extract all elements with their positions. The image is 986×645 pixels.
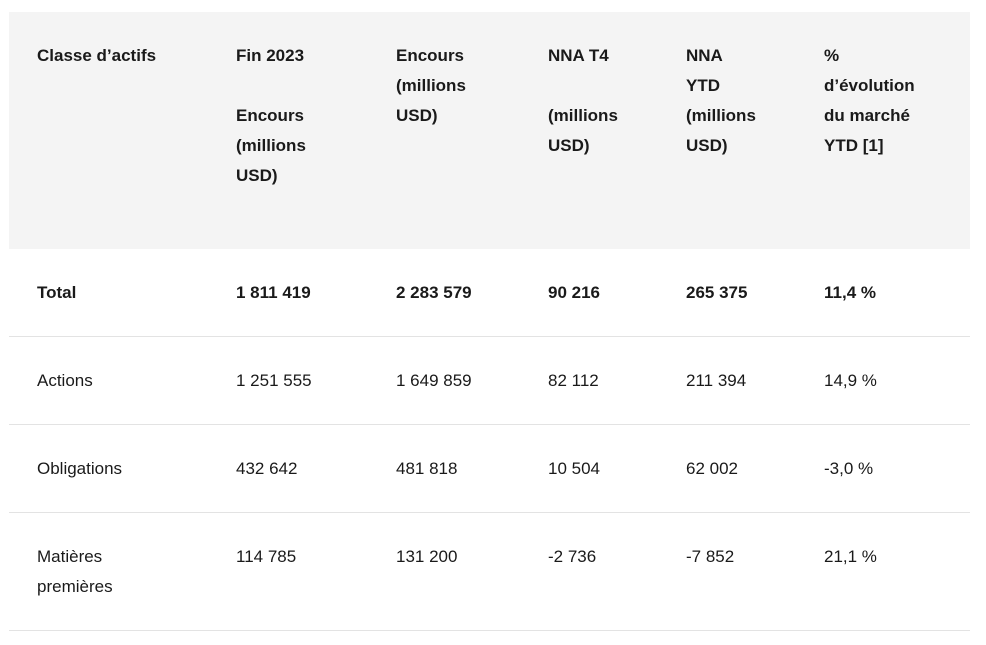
- cell-end-2023-aum: 1 251 555: [236, 371, 312, 390]
- table-row-obligations: Obligations 432 642 481 818 10 504 62 00…: [9, 425, 970, 513]
- cell-asset-class: Actions: [37, 371, 93, 390]
- cell-nna-q4: -2 736: [548, 547, 597, 566]
- header-aum: Encours (millions USD): [396, 46, 466, 125]
- cell-nna-ytd: -7 852: [686, 547, 735, 566]
- cell-aum: 131 200: [396, 547, 458, 566]
- table-row-actions: Actions 1 251 555 1 649 859 82 112 211 3…: [9, 337, 970, 425]
- cell-aum: 2 283 579: [396, 283, 472, 302]
- header-end-2023-aum: Fin 2023 Encours (millions USD): [236, 46, 306, 185]
- cell-nna-ytd: 265 375: [686, 283, 748, 302]
- cell-asset-class: Matières premières: [37, 547, 113, 596]
- header-asset-class: Classe d’actifs: [37, 46, 157, 65]
- cell-aum: 481 818: [396, 459, 458, 478]
- cell-nna-q4: 90 216: [548, 283, 600, 302]
- cell-aum: 1 649 859: [396, 371, 472, 390]
- cell-market-change-ytd: -3,0 %: [824, 459, 874, 478]
- cell-nna-q4: 10 504: [548, 459, 600, 478]
- cell-asset-class: Total: [37, 283, 77, 302]
- cell-end-2023-aum: 432 642: [236, 459, 298, 478]
- cell-end-2023-aum: 114 785: [236, 547, 297, 566]
- header-nna-ytd: NNA YTD (millions USD): [686, 46, 756, 155]
- cell-market-change-ytd: 11,4 %: [824, 283, 876, 302]
- table-row-matieres-premieres: Matières premières 114 785 131 200 -2 73…: [9, 513, 970, 631]
- cell-nna-q4: 82 112: [548, 371, 599, 390]
- cell-nna-ytd: 211 394: [686, 371, 747, 390]
- cell-market-change-ytd: 14,9 %: [824, 371, 877, 390]
- header-market-change-ytd: % d’évolution du marché YTD [1]: [824, 46, 915, 155]
- table-header-row: Classe d’actifs Fin 2023 Encours (millio…: [9, 12, 970, 249]
- cell-market-change-ytd: 21,1 %: [824, 547, 877, 566]
- cell-asset-class: Obligations: [37, 459, 123, 478]
- asset-class-table: Classe d’actifs Fin 2023 Encours (millio…: [9, 12, 970, 631]
- header-nna-q4: NNA T4 (millions USD): [548, 46, 618, 155]
- table-row-total: Total 1 811 419 2 283 579 90 216 265 375…: [9, 249, 970, 337]
- cell-nna-ytd: 62 002: [686, 459, 738, 478]
- cell-end-2023-aum: 1 811 419: [236, 283, 311, 302]
